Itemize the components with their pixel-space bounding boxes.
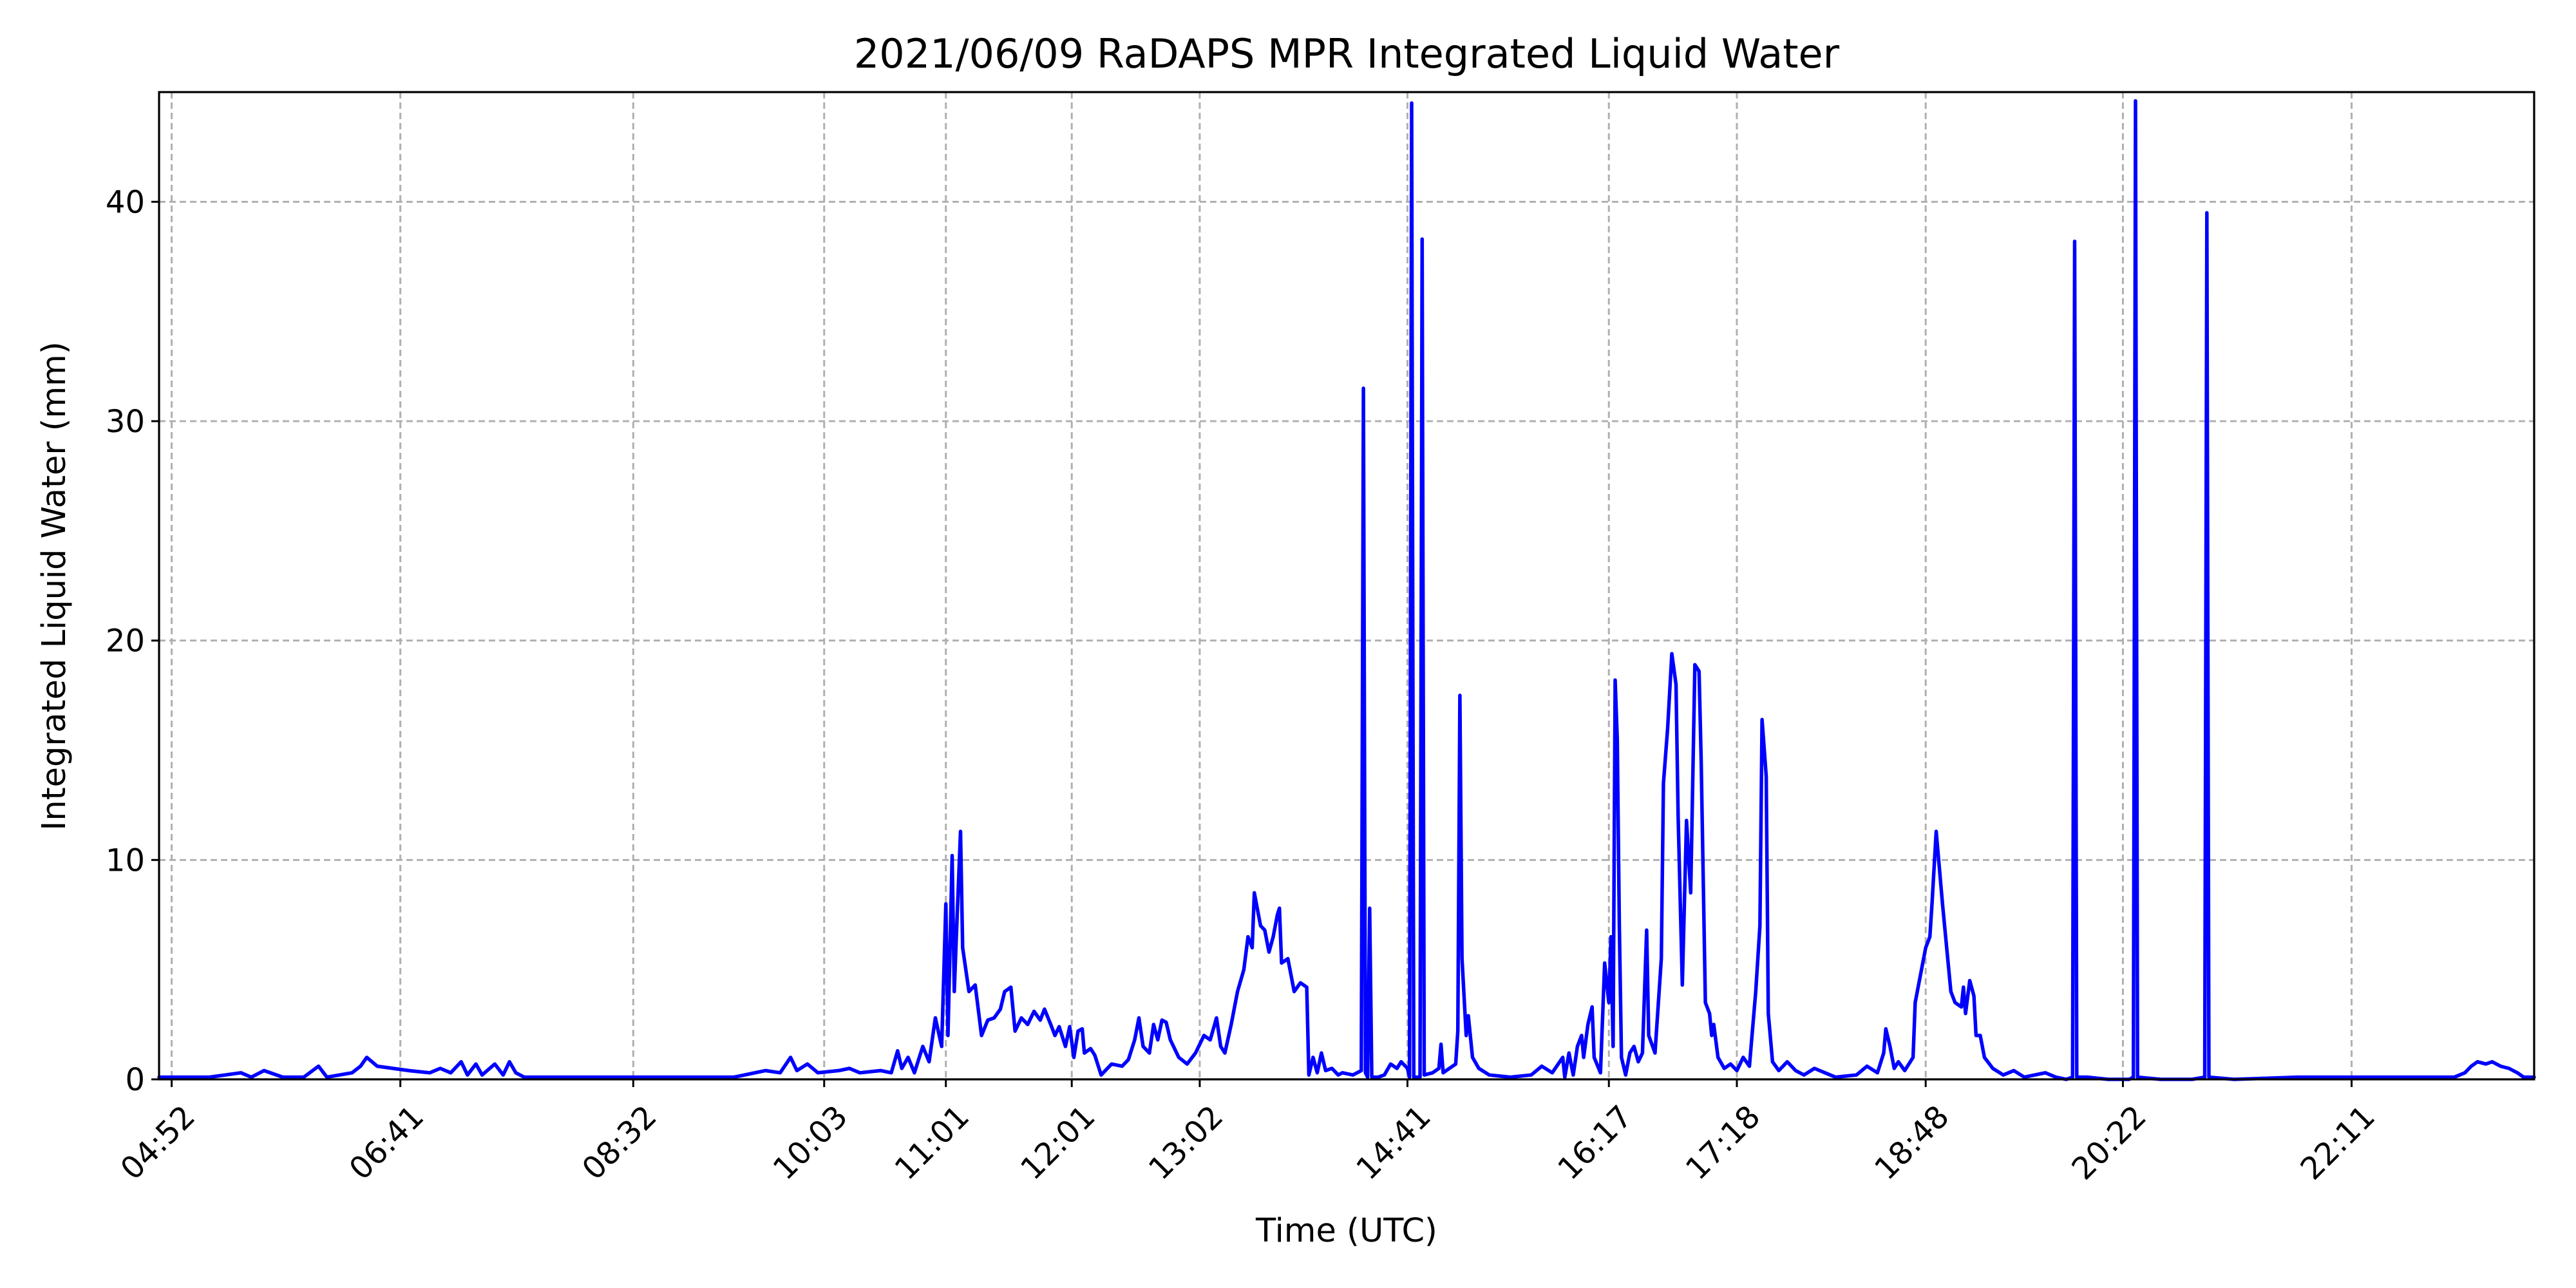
- y-tick-label: 30: [106, 404, 145, 440]
- plot-frame: [158, 91, 2535, 1081]
- series-line: [157, 99, 2536, 1081]
- chart-title: 2021/06/09 RaDAPS MPR Integrated Liquid …: [854, 30, 1840, 77]
- y-axis: 0 10 20 30 40: [106, 184, 159, 1098]
- y-tick-label: 0: [125, 1062, 145, 1098]
- y-tick-label: 20: [106, 623, 145, 659]
- y-axis-label: Integrated Liquid Water (mm): [35, 341, 73, 830]
- x-axis-label: Time (UTC): [1255, 1212, 1437, 1250]
- y-tick-label: 40: [106, 184, 145, 220]
- y-tick-label: 10: [106, 842, 145, 878]
- series-layer: [157, 99, 2536, 1081]
